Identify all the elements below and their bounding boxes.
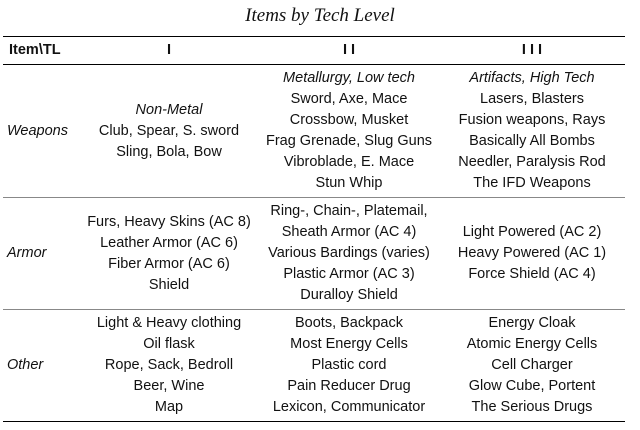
cell-item: Glow Cube, Portent bbox=[468, 378, 596, 394]
cell-item: Lasers, Blasters bbox=[480, 91, 584, 107]
cell-item: Needler, Paralysis Rod bbox=[458, 154, 606, 170]
cell-item: Duralloy Shield bbox=[300, 287, 398, 303]
cell-item: Lexicon, Communicator bbox=[272, 399, 426, 415]
cell-item: Vibroblade, E. Mace bbox=[283, 154, 415, 170]
table-cell-tl-3: Light Powered (AC 2) Heavy Powered (AC 1)… bbox=[439, 197, 625, 310]
cell-item: Plastic Armor (AC 3) bbox=[283, 266, 415, 282]
table-cell-tl-2: Metallurgy, Low tech Sword, Axe, Mace Cros… bbox=[259, 64, 439, 198]
header-tl-3: I I I bbox=[439, 36, 625, 65]
header-item-tl: Item\TL bbox=[3, 36, 79, 65]
header-tl-1: I bbox=[79, 36, 259, 65]
cell-item: Cell Charger bbox=[491, 357, 573, 373]
cell-item: Heavy Powered (AC 1) bbox=[457, 245, 607, 261]
table-cell-tl-1: Non-Metal Club, Spear, S. sword Sling, Bol… bbox=[79, 64, 259, 198]
cell-item: Map bbox=[154, 399, 184, 415]
cell-subheading: Non-Metal bbox=[135, 101, 203, 118]
cell-item: Sheath Armor (AC 4) bbox=[281, 224, 417, 240]
row-label: Other bbox=[3, 309, 79, 422]
cell-item: Beer, Wine bbox=[133, 378, 205, 394]
header-tl-2: I I bbox=[259, 36, 439, 65]
table-row-weapons: Weapons Non-Metal Club, Spear, S. sword Sli… bbox=[3, 64, 625, 198]
cell-item: The Serious Drugs bbox=[471, 399, 593, 415]
items-by-tech-level-table: Item\TL I I I I I I Weapons Non-Metal Club… bbox=[3, 36, 625, 422]
cell-item: Fusion weapons, Rays bbox=[458, 112, 606, 128]
cell-item: Sling, Bola, Bow bbox=[116, 143, 222, 160]
cell-item: Fiber Armor (AC 6) bbox=[108, 255, 230, 272]
cell-item: Various Bardings (varies) bbox=[268, 245, 430, 261]
row-label: Armor bbox=[3, 197, 79, 310]
cell-item: Leather Armor (AC 6) bbox=[100, 234, 238, 251]
cell-item: Basically All Bombs bbox=[469, 133, 595, 149]
cell-item: Stun Whip bbox=[315, 175, 383, 191]
cell-item: Oil flask bbox=[143, 336, 195, 352]
cell-item: Most Energy Cells bbox=[290, 336, 408, 352]
table-row-other: Other Light & Heavy clothing Oil flask Rope… bbox=[3, 309, 625, 422]
row-label: Weapons bbox=[3, 64, 79, 198]
cell-item: Boots, Backpack bbox=[295, 315, 403, 331]
cell-subheading: Artifacts, High Tech bbox=[469, 70, 595, 86]
cell-item: Force Shield (AC 4) bbox=[468, 266, 596, 282]
table-title: Items by Tech Level bbox=[245, 5, 395, 26]
table-cell-tl-2: Boots, Backpack Most Energy Cells Plastic … bbox=[259, 309, 439, 422]
cell-item: Shield bbox=[148, 276, 190, 293]
table-row-armor: Armor Furs, Heavy Skins (AC 8) Leather Arm… bbox=[3, 197, 625, 310]
table-cell-tl-3: Artifacts, High Tech Lasers, Blasters Fusi… bbox=[439, 64, 625, 198]
cell-item: Frag Grenade, Slug Guns bbox=[265, 133, 433, 149]
cell-item: Pain Reducer Drug bbox=[287, 378, 411, 394]
table-cell-tl-2: Ring-, Chain-, Platemail, Sheath Armor (A… bbox=[259, 197, 439, 310]
header-row: Item\TL I I I I I I bbox=[3, 36, 625, 65]
cell-item: Club, Spear, S. sword bbox=[98, 122, 240, 139]
cell-item: Plastic cord bbox=[311, 357, 387, 373]
table-cell-tl-3: Energy Cloak Atomic Energy Cells Cell Char… bbox=[439, 309, 625, 422]
cell-item: Energy Cloak bbox=[488, 315, 576, 331]
cell-item: Light Powered (AC 2) bbox=[462, 224, 602, 240]
cell-item: Ring-, Chain-, Platemail, bbox=[270, 203, 428, 219]
cell-item: Atomic Energy Cells bbox=[466, 336, 598, 352]
cell-subheading: Metallurgy, Low tech bbox=[283, 70, 415, 86]
cell-item: Sword, Axe, Mace bbox=[290, 91, 408, 107]
cell-item: Crossbow, Musket bbox=[289, 112, 409, 128]
cell-item: Rope, Sack, Bedroll bbox=[104, 357, 234, 373]
cell-item: Furs, Heavy Skins (AC 8) bbox=[87, 213, 251, 230]
cell-item: Light & Heavy clothing bbox=[96, 315, 242, 331]
table-cell-tl-1: Furs, Heavy Skins (AC 8) Leather Armor (A… bbox=[79, 197, 259, 310]
cell-item: The IFD Weapons bbox=[473, 175, 591, 191]
table-cell-tl-1: Light & Heavy clothing Oil flask Rope, Sac… bbox=[79, 309, 259, 422]
